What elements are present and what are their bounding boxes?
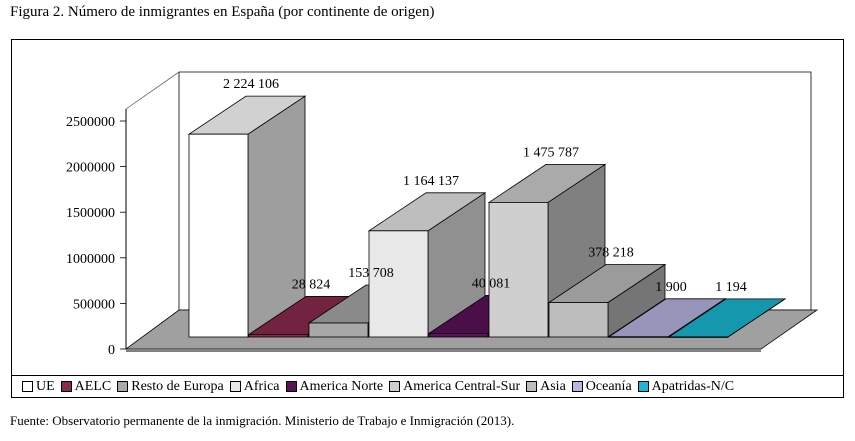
legend-item: UE [22, 379, 55, 395]
bar-ue-side [247, 95, 306, 338]
legend-label: Apatridas-N/C [651, 378, 735, 394]
legend-label: Resto de Europa [131, 378, 224, 394]
y-tick-label: 1500000 [66, 206, 115, 221]
legend-item: Oceanía [571, 378, 632, 395]
y-tick-label: 1000000 [66, 252, 115, 267]
source-note: Fuente: Observatorio permanente de la in… [10, 413, 515, 428]
bar-resto-de-europa-front [308, 322, 369, 338]
legend-label: America Norte [299, 378, 384, 394]
bar-ue [187, 95, 307, 338]
legend-label: UE [36, 378, 55, 394]
data-label-bar-aelc: 28 824 [292, 277, 331, 292]
bar-america-central-sur-front [488, 202, 549, 338]
data-label-bar-america-norte: 40 081 [472, 276, 511, 291]
bar-ue-front [188, 133, 249, 338]
data-label-bar-ue: 2 224 106 [223, 77, 279, 92]
legend-swatch [285, 381, 297, 392]
y-tick-label: 2000000 [66, 161, 115, 176]
legend-label: AELC [74, 378, 112, 394]
floor-front-edge [126, 349, 761, 352]
legend-swatch [526, 381, 538, 392]
side-wall-top-edge [125, 71, 180, 110]
legend-label: Oceanía [585, 378, 632, 394]
legend-item: America Norte [285, 378, 384, 395]
bars-group [187, 95, 787, 338]
legend-item: America Central-Sur [389, 379, 520, 395]
y-axis: 0 500000 1000000 1500000 2000000 2500000 [66, 115, 126, 358]
legend-item: Africa [229, 378, 280, 395]
y-tick-label: 2500000 [66, 115, 115, 130]
legend-item: AELC [60, 378, 112, 395]
bar-apatridas-n-c [667, 298, 787, 338]
chart-svg: 0 500000 1000000 1500000 2000000 2500000 2 22… [66, 71, 819, 358]
legend-swatch [22, 381, 33, 392]
data-label-bar-resto-de-europa: 153 708 [348, 266, 394, 281]
bar-ocean-a [607, 298, 727, 338]
legend-swatch [60, 381, 72, 392]
bar-africa-front [368, 230, 429, 338]
legend-label: Asia [540, 378, 566, 394]
bar-apatridas-n-c-front [668, 336, 729, 338]
data-label-bar-ocean-a: 1 900 [655, 280, 687, 295]
legend-item: Asia [526, 379, 566, 395]
data-label-bar-asia: 378 218 [588, 246, 634, 261]
data-labels-group: 2 224 106 28 824 153 708 1 164 137 40 081 1 4… [223, 77, 747, 295]
bar-asia-front [548, 302, 609, 338]
data-label-bar-america-central-sur: 1 475 787 [523, 145, 579, 160]
legend-swatch [571, 381, 583, 392]
figure-title: Figura 2. Número de inmigrantes en Españ… [10, 4, 435, 20]
bar-ocean-a-front [608, 336, 669, 338]
bar-asia [547, 263, 667, 338]
legend-label: America Central-Sur [403, 378, 521, 394]
bar-aelc-front [248, 333, 309, 338]
legend-swatch [637, 381, 649, 392]
y-tick-label: 500000 [73, 297, 115, 312]
legend-swatch [117, 381, 129, 392]
bar-america-norte-front [428, 332, 489, 338]
legend-swatch [229, 381, 241, 392]
data-label-bar-apatridas-n-c: 1 194 [715, 280, 747, 295]
chart-legend: UE AELC Resto de Europa Africa America Norte… [11, 375, 844, 398]
y-tick-label: 0 [108, 343, 115, 358]
legend-swatch [389, 381, 401, 392]
legend-label: Africa [243, 378, 280, 394]
legend-item: Resto de Europa [117, 379, 224, 395]
chart-frame: 0 500000 1000000 1500000 2000000 2500000 2 22… [11, 39, 844, 398]
data-label-bar-africa: 1 164 137 [403, 174, 459, 189]
legend-item: Apatridas-N/C [637, 378, 735, 395]
